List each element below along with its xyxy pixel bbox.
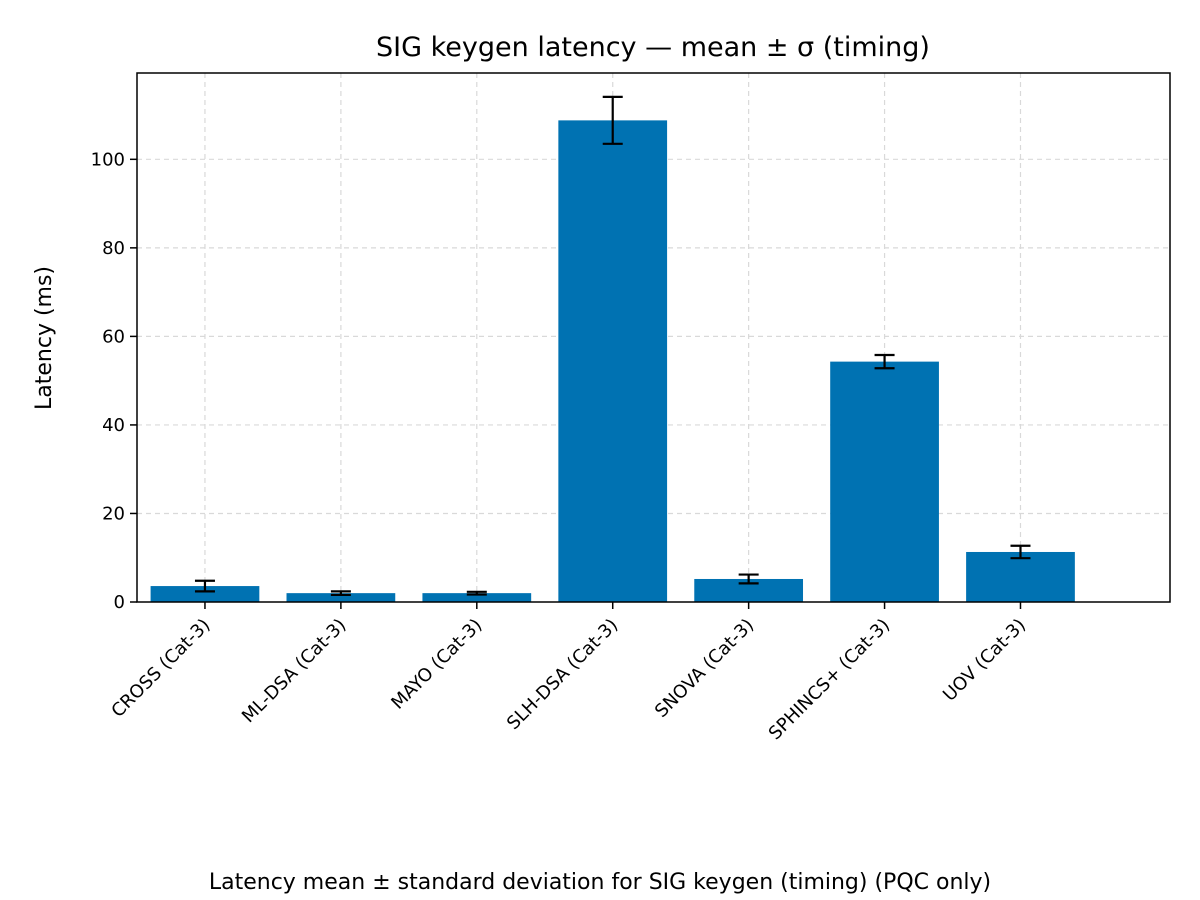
y-tick-label: 60	[102, 326, 125, 347]
x-tick-label: MAYO (Cat-3)	[387, 615, 486, 714]
x-tick-label: SLH-DSA (Cat-3)	[503, 615, 622, 734]
x-tick-label: CROSS (Cat-3)	[107, 615, 214, 722]
bar	[422, 593, 532, 602]
error-bar	[874, 353, 895, 370]
y-axis-ticks: 0 20 40 60 80 100	[91, 149, 137, 613]
error-bar	[738, 573, 759, 585]
y-tick-label: 40	[102, 415, 125, 436]
x-tick-label: ML-DSA (Cat-3)	[238, 615, 350, 727]
y-tick-label: 100	[91, 149, 125, 170]
y-tick-label: 80	[102, 238, 125, 259]
x-tick-label: SNOVA (Cat-3)	[651, 615, 758, 722]
chart-caption: Latency mean ± standard deviation for SI…	[209, 870, 991, 895]
bar	[286, 593, 396, 602]
bar	[558, 120, 668, 603]
error-bar	[466, 590, 487, 596]
error-bar	[330, 590, 351, 597]
plot-frame	[136, 72, 1171, 603]
bar	[694, 578, 804, 602]
error-bars	[194, 95, 1031, 597]
bar	[830, 361, 939, 602]
x-tick-label: UOV (Cat-3)	[939, 615, 1030, 706]
error-bar	[602, 95, 623, 145]
bar	[966, 551, 1075, 602]
chart-title: SIG keygen latency — mean ± σ (timing)	[376, 32, 930, 63]
bar	[150, 586, 260, 602]
y-axis-label: Latency (ms)	[32, 266, 57, 410]
x-tick-label: SPHINCS+ (Cat-3)	[765, 615, 894, 744]
x-axis-ticks: CROSS (Cat-3) ML-DSA (Cat-3) MAYO (Cat-3) S…	[107, 602, 1030, 744]
y-tick-label: 0	[114, 592, 125, 613]
bars	[150, 120, 1075, 603]
error-bar	[194, 579, 215, 593]
error-bar	[1010, 544, 1031, 560]
y-tick-label: 20	[102, 503, 125, 524]
